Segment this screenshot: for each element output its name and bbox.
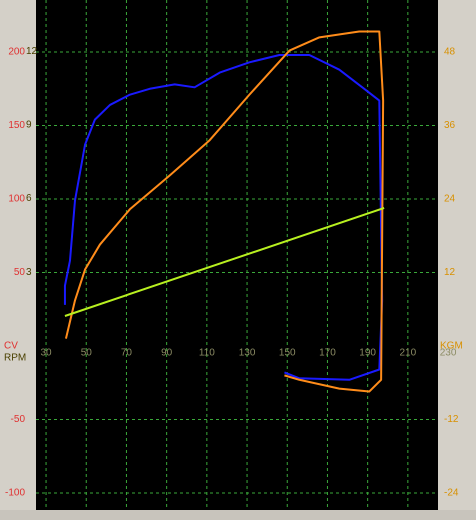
x-tick-label: 150 [279,348,296,359]
x-tick-label: 50 [81,348,93,359]
x-tick-label: 170 [319,348,336,359]
y2-tick-label: 12 [444,267,456,278]
plot-area [36,0,438,510]
y2-tick-label: -12 [444,414,459,425]
y3-tick-label: 6 [26,193,32,204]
data-line [64,207,385,317]
y-tick-label: 50 [14,267,26,278]
y2-tick-label: -24 [444,487,459,498]
data-line [64,30,385,393]
x-tick-label: 70 [121,348,133,359]
status-strip [0,510,476,520]
y-tick-label: 150 [8,120,25,131]
y-tick-label: -50 [11,414,26,425]
y-tick-label: 200 [8,47,25,58]
x-tick-label: 230 [440,348,457,359]
y-tick-label: 100 [8,194,25,205]
x-tick-label: 210 [400,348,417,359]
y2-tick-label: 48 [444,47,456,58]
y2-axis-label: KGM [440,341,463,352]
y-tick-label: -100 [5,488,25,499]
y2-tick-label: 24 [444,194,456,205]
y3-axis-label: RPM [4,353,26,364]
y3-tick-label: 3 [26,267,32,278]
y3-tick-label: 12 [26,46,38,57]
x-tick-label: 190 [359,348,376,359]
x-tick-label: 90 [161,348,173,359]
y3-tick-label: 9 [26,120,32,131]
x-tick-label: 110 [199,348,215,359]
y2-tick-label: 36 [444,120,456,131]
x-tick-label: 130 [239,348,256,359]
y-axis-label: CV [4,341,18,352]
x-tick-label: 30 [40,348,52,359]
